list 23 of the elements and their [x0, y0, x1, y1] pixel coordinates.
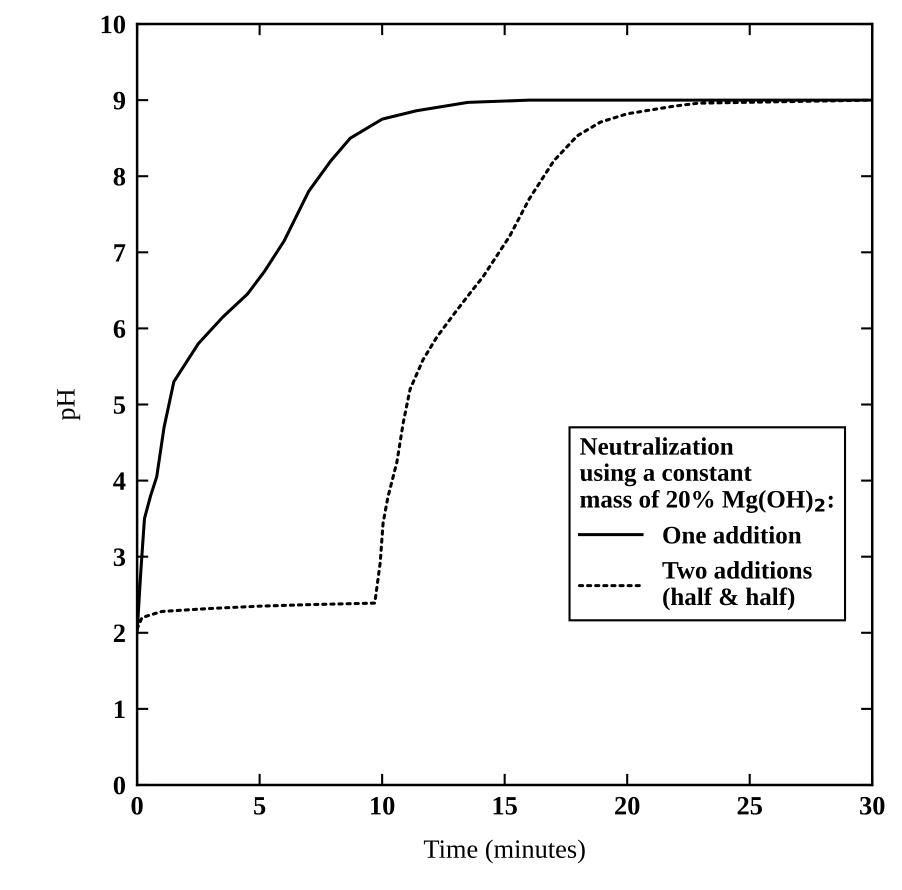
- x-tick-label: 15: [494, 796, 517, 815]
- y-tick-label: 1: [114, 700, 125, 718]
- y-tick-label: 5: [114, 396, 126, 414]
- x-tick-label: 0: [132, 796, 143, 815]
- legend-label: One addition: [663, 526, 802, 544]
- legend-title: Neutralization using a constant mass of 20% Mg(OH)$_{2}$:: [580, 437, 833, 513]
- y-tick-label: 2: [114, 624, 125, 642]
- y-tick-label: 4: [113, 472, 126, 490]
- y-tick-label: 3: [114, 548, 126, 566]
- x-tick-label: 30: [860, 796, 884, 815]
- legend-label: Two additions (half & half): [662, 561, 812, 610]
- x-tick-label: 5: [254, 797, 266, 815]
- y-tick-label: 0: [114, 776, 125, 794]
- y-tick-label: 6: [114, 320, 126, 338]
- y-tick-label: 7: [114, 244, 126, 262]
- x-tick-label: 20: [615, 796, 640, 815]
- y-tick-label: 10: [102, 16, 125, 34]
- y-tick-label: 9: [114, 92, 126, 110]
- y-tick-label: 8: [114, 168, 126, 186]
- y-axis-title: pH: [57, 389, 80, 420]
- x-tick-label: 10: [371, 796, 394, 815]
- x-axis-title: Time (minutes): [424, 839, 585, 864]
- x-tick-label: 25: [738, 796, 762, 815]
